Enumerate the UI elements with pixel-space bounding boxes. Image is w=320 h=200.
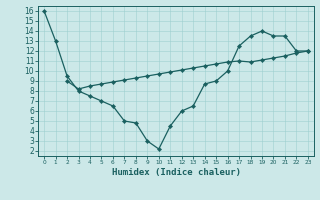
X-axis label: Humidex (Indice chaleur): Humidex (Indice chaleur) <box>111 168 241 177</box>
